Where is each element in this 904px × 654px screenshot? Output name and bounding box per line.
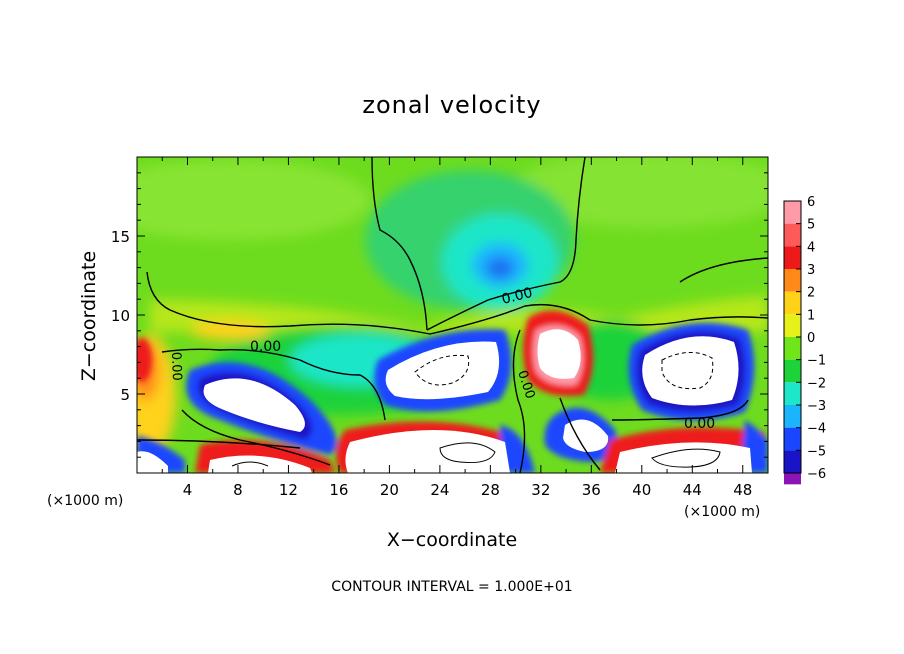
colorbar-tick-label: 5 xyxy=(807,218,815,233)
x-tick-label: 32 xyxy=(531,481,550,499)
colorbar-tick-label: 4 xyxy=(807,240,815,255)
chart-title: zonal velocity xyxy=(362,91,541,119)
x-tick-label: 16 xyxy=(329,481,348,499)
colorbar-swatch xyxy=(784,450,801,473)
colorbar-tick-label: −6 xyxy=(807,467,826,482)
x-tick-label: 28 xyxy=(481,481,500,499)
y-tick-label: 10 xyxy=(111,307,130,325)
x-tick-label: 44 xyxy=(683,481,702,499)
x-tick-label: 8 xyxy=(233,481,243,499)
colorbar-swatch xyxy=(784,314,801,337)
colorbar-tick-label: −4 xyxy=(807,422,826,437)
x-axis-ticks: 4 8 12 16 20 24 28 32 36 40 44 48 xyxy=(161,157,752,499)
x-axis-label: X−coordinate xyxy=(387,529,517,551)
colorbar-tick-label: −3 xyxy=(807,399,826,414)
x-unit-right: (×1000 m) xyxy=(684,504,760,520)
colorbar-tick-label: 1 xyxy=(807,308,815,323)
velocity-field xyxy=(137,157,768,473)
contour-label: 0.00 xyxy=(168,352,184,381)
colorbar-tick-label: −2 xyxy=(807,376,826,391)
colorbar-swatch xyxy=(784,359,801,383)
x-tick-label: 24 xyxy=(430,481,449,499)
x-tick-label: 48 xyxy=(733,481,752,499)
x-tick-label: 40 xyxy=(632,481,651,499)
y-tick-label: 15 xyxy=(111,228,130,246)
x-tick-label: 4 xyxy=(183,481,193,499)
colorbar-swatch xyxy=(784,223,801,247)
colorbar-swatch xyxy=(784,382,801,405)
contour-interval-note: CONTOUR INTERVAL = 1.000E+01 xyxy=(331,579,572,595)
y-axis-label: Z−coordinate xyxy=(78,251,100,381)
colorbar-swatch xyxy=(784,337,801,360)
contour-label: 0.00 xyxy=(500,285,534,308)
colorbar-tick-label: −5 xyxy=(807,444,826,459)
colorbar-swatch xyxy=(784,427,801,451)
colorbar-swatch xyxy=(784,269,801,292)
y-axis-ticks: 5 10 15 xyxy=(111,172,768,458)
colorbar-tick-label: 0 xyxy=(807,331,815,346)
colorbar-swatch xyxy=(784,246,801,269)
colorbar-swatch xyxy=(784,473,801,485)
colorbar-swatch xyxy=(784,405,801,428)
colorbar-tick-label: 3 xyxy=(807,263,815,278)
x-tick-label: 36 xyxy=(582,481,601,499)
colorbar-tick-label: 6 xyxy=(807,195,815,210)
contour-label: 0.00 xyxy=(250,339,281,355)
x-tick-label: 12 xyxy=(279,481,298,499)
colorbar-tick-label: 2 xyxy=(807,286,815,301)
colorbar-swatch xyxy=(784,201,801,224)
y-tick-label: 5 xyxy=(120,386,130,404)
contour-label: 0.00 xyxy=(684,416,715,432)
x-tick-label: 20 xyxy=(380,481,399,499)
colorbar: 6 5 4 3 2 1 0 −1 −2 −3 −4 −5 −6 xyxy=(783,195,826,485)
colorbar-tick-label: −1 xyxy=(807,354,826,369)
x-unit-left: (×1000 m) xyxy=(47,493,123,509)
colorbar-swatch xyxy=(784,291,801,315)
